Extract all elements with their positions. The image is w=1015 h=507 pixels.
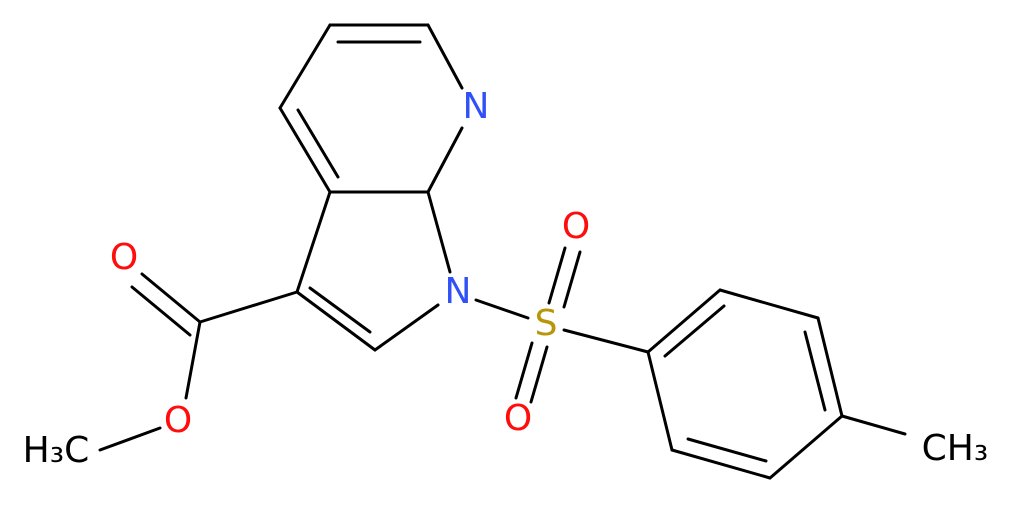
bond: [295, 190, 332, 294]
bond: [295, 290, 377, 352]
bond: [426, 23, 464, 90]
bond: [278, 106, 332, 194]
bond: [816, 316, 844, 418]
bond: [278, 23, 332, 110]
bond: [296, 108, 340, 179]
atom-label: O: [110, 237, 138, 278]
bond: [426, 190, 452, 274]
bond: [663, 304, 726, 358]
atom-label: H₃C: [23, 430, 90, 471]
bond: [803, 330, 827, 412]
bond: [184, 320, 202, 400]
atom-label: N: [463, 86, 490, 127]
atom-label: O: [164, 400, 192, 441]
atom-label: O: [562, 206, 590, 247]
bond: [140, 272, 202, 324]
bond: [670, 448, 772, 480]
atom-labels: N N S O O O O H₃C CH₃: [23, 86, 989, 471]
bond: [198, 290, 299, 324]
bond: [373, 303, 440, 352]
bond: [562, 328, 650, 354]
bond: [130, 285, 192, 337]
bonds: [98, 23, 907, 480]
bond: [768, 414, 844, 480]
bond: [646, 350, 674, 452]
bond: [426, 126, 464, 194]
bond: [718, 288, 820, 320]
bond: [646, 288, 722, 354]
bond: [98, 426, 162, 452]
atom-label: N: [445, 271, 472, 312]
bond: [840, 414, 907, 436]
bond: [547, 246, 567, 305]
bond: [686, 437, 768, 463]
atom-label: CH₃: [922, 428, 989, 469]
bond: [562, 250, 582, 309]
bond: [514, 341, 534, 400]
bond: [529, 345, 549, 404]
bond: [474, 298, 530, 320]
atom-label: O: [504, 398, 532, 439]
bond: [308, 286, 372, 334]
atom-label: S: [535, 303, 558, 344]
